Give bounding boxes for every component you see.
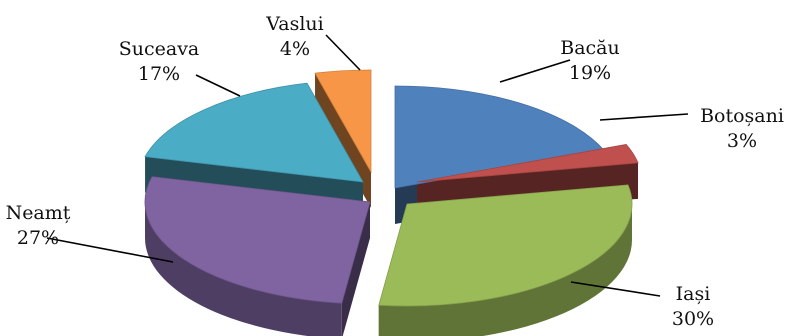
slice-category-label-vaslui: Vaslui	[265, 13, 323, 35]
pie-slice-bacu	[394, 85, 605, 189]
slice-category-label-iai: Iași	[676, 283, 711, 305]
slice-percent-label-vaslui: 4%	[280, 38, 310, 60]
leader-lines	[46, 34, 689, 297]
slice-percent-label-suceava: 17%	[138, 63, 180, 85]
pie-slice-iai	[378, 184, 633, 307]
slice-labels: Bacău 19% Botoșani 3% Iași 30% Neamț 27% Suceava…	[6, 13, 784, 330]
leader-line-neam	[46, 237, 174, 263]
slice-percent-label-iai: 30%	[672, 308, 714, 330]
slice-side-iai	[378, 204, 632, 336]
slice-tops	[144, 69, 639, 307]
pie-slice-botoani	[416, 144, 639, 183]
slice-percent-label-neam: 27%	[17, 227, 59, 249]
slice-category-label-botoani: Botoșani	[700, 105, 784, 127]
slice-category-label-suceava: Suceava	[119, 38, 200, 60]
pie-slice-neam	[144, 176, 371, 304]
slice-side-neam	[145, 202, 342, 336]
pie-slice-vaslui	[314, 69, 372, 174]
pie-slice-suceava	[144, 82, 364, 183]
leader-line-bacu	[499, 59, 571, 83]
leader-line-suceava	[195, 74, 241, 97]
slice-percent-label-botoani: 3%	[727, 130, 757, 152]
slice-category-label-neam: Neamț	[6, 202, 71, 224]
slice-category-label-bacu: Bacău	[560, 37, 620, 59]
leader-line-iai	[570, 281, 661, 297]
slice-percent-label-bacu: 19%	[569, 62, 611, 84]
leader-line-vaslui	[325, 34, 361, 71]
leader-line-botoani	[599, 113, 689, 121]
